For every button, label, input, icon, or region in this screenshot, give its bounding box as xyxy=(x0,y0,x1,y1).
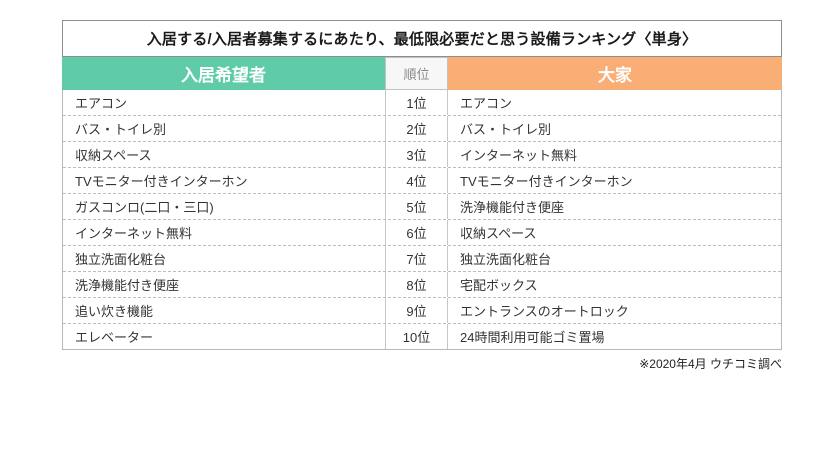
landlord-cell: 24時間利用可能ゴミ置場 xyxy=(460,330,605,345)
tenant-cell: インターネット無料 xyxy=(75,226,193,241)
table-row: インターネット無料 6位 収納スペース xyxy=(63,220,781,246)
table-row: 追い炊き機能 9位 エントランスのオートロック xyxy=(63,298,781,324)
rank-cell: 2位 xyxy=(385,116,448,141)
tenant-cell: 洗浄機能付き便座 xyxy=(75,278,180,293)
column-header-rank: 順位 xyxy=(385,57,448,90)
table-body: エアコン 1位 エアコン バス・トイレ別 2位 バス・トイレ別 収納スペース 3… xyxy=(62,90,782,350)
table-row: 洗浄機能付き便座 8位 宅配ボックス xyxy=(63,272,781,298)
rank-cell: 1位 xyxy=(385,90,448,115)
tenant-cell: バス・トイレ別 xyxy=(75,122,167,137)
tenant-cell: TVモニター付きインターホン xyxy=(75,174,248,189)
rank-cell: 5位 xyxy=(385,194,448,219)
table-row: バス・トイレ別 2位 バス・トイレ別 xyxy=(63,116,781,142)
landlord-cell: 宅配ボックス xyxy=(460,278,538,293)
rank-cell: 9位 xyxy=(385,298,448,323)
table-header-row: 入居希望者 順位 大家 xyxy=(62,57,782,90)
tenant-cell: 収納スペース xyxy=(75,148,152,163)
tenant-cell: 追い炊き機能 xyxy=(75,304,154,319)
rank-cell: 7位 xyxy=(385,246,448,271)
landlord-cell: 独立洗面化粧台 xyxy=(460,252,552,267)
figure-title: 入居する/入居者募集するにあたり、最低限必要だと思う設備ランキング〈単身〉 xyxy=(62,20,782,57)
tenant-cell: ガスコンロ(二口・三口) xyxy=(75,200,214,215)
table-row: ガスコンロ(二口・三口) 5位 洗浄機能付き便座 xyxy=(63,194,781,220)
table-row: エレベーター 10位 24時間利用可能ゴミ置場 xyxy=(63,324,781,349)
ranking-figure: 入居する/入居者募集するにあたり、最低限必要だと思う設備ランキング〈単身〉 入居… xyxy=(62,20,782,372)
tenant-cell: エレベーター xyxy=(75,330,154,345)
tenant-cell: エアコン xyxy=(75,96,128,111)
tenant-cell: 独立洗面化粧台 xyxy=(75,252,167,267)
rank-cell: 8位 xyxy=(385,272,448,297)
rank-cell: 6位 xyxy=(385,220,448,245)
table-row: エアコン 1位 エアコン xyxy=(63,90,781,116)
landlord-cell: エントランスのオートロック xyxy=(460,304,629,319)
landlord-cell: インターネット無料 xyxy=(460,148,578,163)
table-row: 収納スペース 3位 インターネット無料 xyxy=(63,142,781,168)
rank-cell: 4位 xyxy=(385,168,448,193)
source-note: ※2020年4月 ウチコミ調べ xyxy=(639,357,782,371)
rank-cell: 10位 xyxy=(385,324,448,349)
table-row: 独立洗面化粧台 7位 独立洗面化粧台 xyxy=(63,246,781,272)
landlord-cell: バス・トイレ別 xyxy=(460,122,552,137)
landlord-cell: 洗浄機能付き便座 xyxy=(460,200,565,215)
column-header-tenant: 入居希望者 xyxy=(62,57,385,90)
landlord-cell: エアコン xyxy=(460,96,513,111)
column-header-landlord: 大家 xyxy=(448,57,782,90)
table-row: TVモニター付きインターホン 4位 TVモニター付きインターホン xyxy=(63,168,781,194)
landlord-cell: 収納スペース xyxy=(460,226,537,241)
landlord-cell: TVモニター付きインターホン xyxy=(460,174,633,189)
rank-cell: 3位 xyxy=(385,142,448,167)
